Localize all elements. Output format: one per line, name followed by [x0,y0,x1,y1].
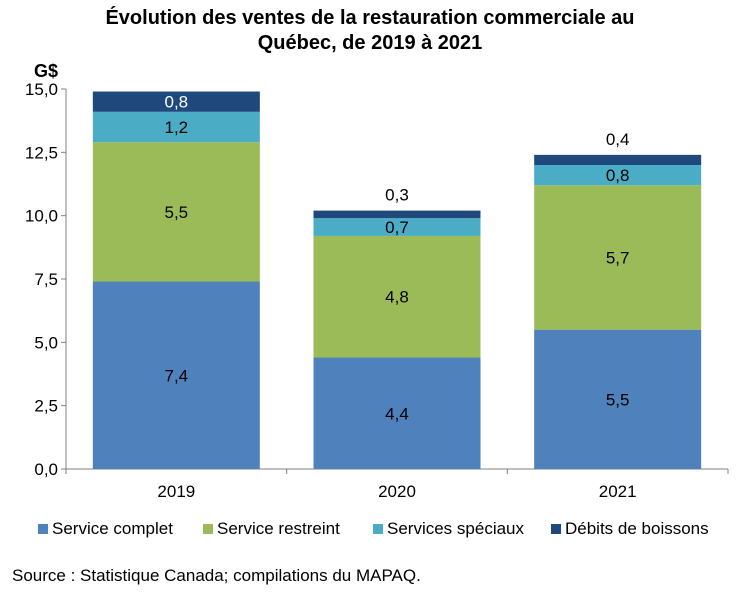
stacked-bar-chart: G$ 0,0 2,5 5,0 7,5 10,0 12,5 15,0 7,4 5,5 1,2 0,8 20… [25,61,729,538]
y-axis-tick-label: 10,0 [25,207,58,226]
bar-segment [313,235,481,358]
bar-segment [534,154,702,165]
data-label: 5,5 [606,390,630,409]
y-axis-tick-label: 0,0 [34,460,58,479]
legend-label: Service restreint [217,519,340,538]
bar-segment [92,111,260,143]
y-axis-tick-label: 5,0 [34,333,58,352]
bar-segment [313,218,481,236]
data-label: 5,7 [606,248,630,267]
source-note: Source : Statistique Canada; compilation… [12,566,421,585]
y-axis-tick-label: 15,0 [25,80,58,99]
data-label: 0,7 [385,218,409,237]
data-label: 5,5 [165,203,189,222]
x-axis-tick-label: 2019 [157,482,195,501]
bar-segment [313,357,481,469]
data-label: 0,8 [606,166,630,185]
x-axis-tick-label: 2021 [599,482,637,501]
y-axis-unit-label: G$ [34,61,58,81]
legend-swatch [373,524,383,534]
data-label: 0,4 [606,130,630,149]
y-axis-tick-label: 7,5 [34,270,58,289]
y-axis-tick-label: 12,5 [25,143,58,162]
x-axis-tick-label: 2020 [378,482,416,501]
bar-segment [92,142,260,282]
data-label: 1,2 [165,118,189,137]
chart-title-line-1: Évolution des ventes de la restauration … [105,7,635,29]
bar-segment [534,329,702,469]
data-label: 4,4 [385,404,409,423]
bar-segment [92,281,260,469]
bar-segment [534,165,702,186]
data-label: 4,8 [385,288,409,307]
legend-label: Débits de boissons [565,519,709,538]
data-label: 0,3 [385,186,409,205]
bar-segment [313,210,481,219]
legend-label: Services spéciaux [387,519,525,538]
legend-label: Service complet [52,519,173,538]
chart-title: Évolution des ventes de la restauration … [0,6,740,56]
legend-swatch [203,524,213,534]
y-axis-tick-label: 2,5 [34,397,58,416]
legend-swatch [551,524,561,534]
bar-segment [92,91,260,112]
bar-segment [534,185,702,330]
data-label: 7,4 [165,366,189,385]
data-label: 0,8 [165,93,189,112]
chart-title-line-2: Québec, de 2019 à 2021 [257,32,483,54]
legend-swatch [38,524,48,534]
